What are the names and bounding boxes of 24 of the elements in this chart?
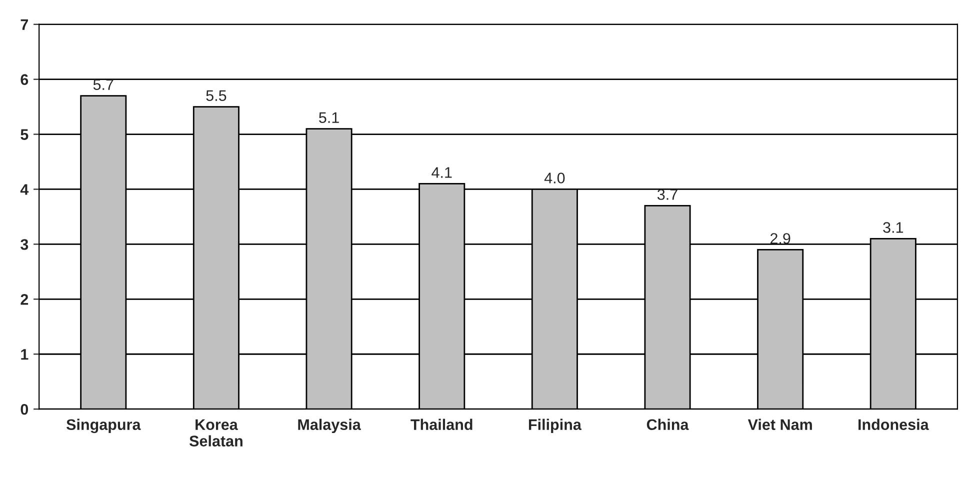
data-label: 4.1 <box>432 167 452 178</box>
x-tick-label: Viet Nam <box>748 418 812 430</box>
y-tick-label: 7 <box>20 19 28 30</box>
x-tick-label: Filipina <box>528 418 582 434</box>
y-tick-label: 4 <box>20 184 29 195</box>
data-label: 3.1 <box>883 222 904 233</box>
y-tick-label: 1 <box>21 349 28 360</box>
data-label: 4.0 <box>544 172 565 184</box>
x-tick-label: Singapura <box>66 418 141 434</box>
data-label: 5.5 <box>206 90 226 101</box>
x-tick-label: China <box>646 418 689 430</box>
x-tick-label: Korea Selatan <box>189 419 242 446</box>
x-tick-label: Indonesia <box>858 418 929 430</box>
x-tick-label: Thailand <box>410 418 472 430</box>
data-label: 5.7 <box>93 79 114 90</box>
data-label: 2.9 <box>770 233 790 244</box>
y-tick-label: 0 <box>20 404 28 415</box>
data-label: 5.1 <box>319 112 339 123</box>
y-tick-label: 6 <box>20 74 28 85</box>
y-tick-label: 2 <box>20 294 28 305</box>
y-tick-label: 5 <box>20 129 28 140</box>
x-tick-label: Malaysia <box>298 418 361 434</box>
y-tick-label: 3 <box>20 239 28 250</box>
data-label: 3.7 <box>657 189 678 200</box>
